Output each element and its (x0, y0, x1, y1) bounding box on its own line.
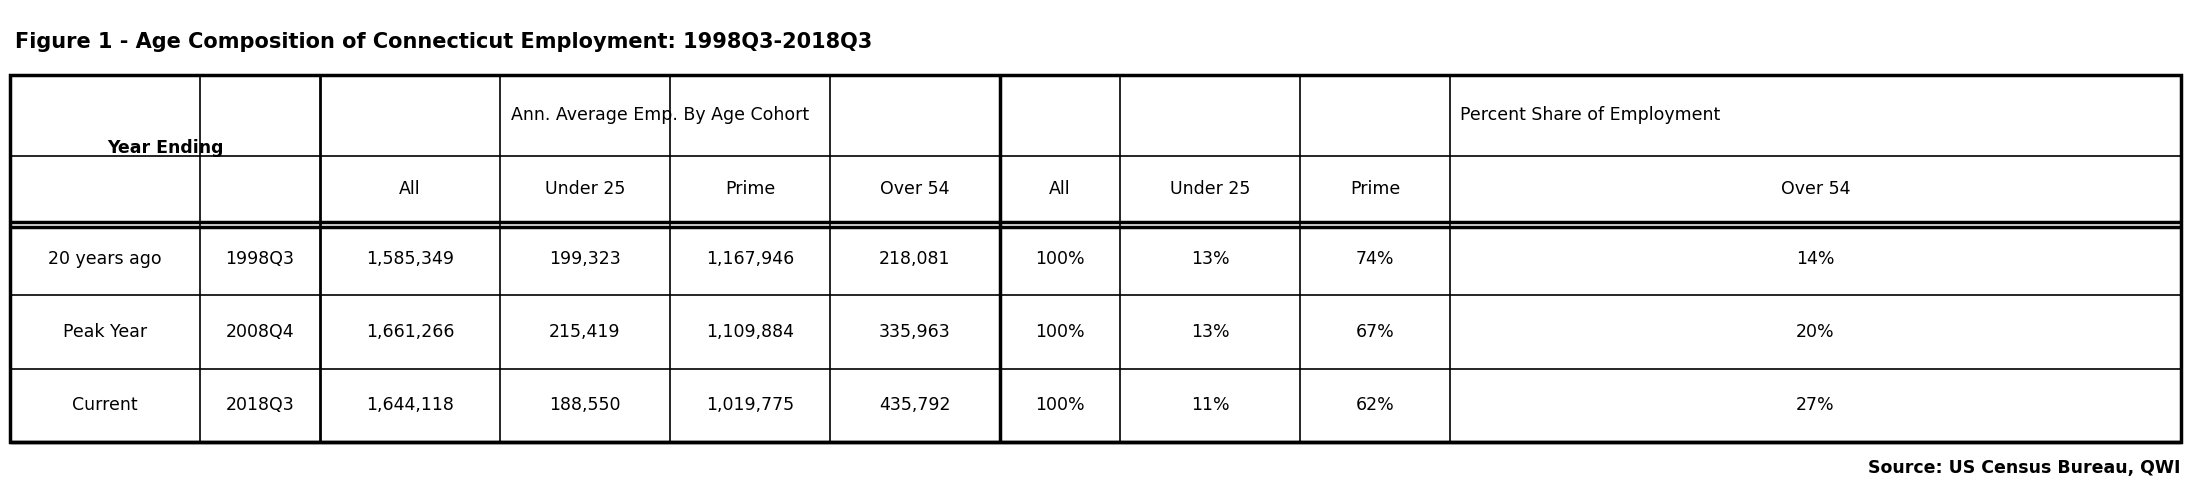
Text: 1998Q3: 1998Q3 (226, 249, 294, 267)
Text: 100%: 100% (1034, 396, 1085, 414)
Text: 1,661,266: 1,661,266 (366, 323, 454, 341)
Text: 435,792: 435,792 (879, 396, 951, 414)
Text: 218,081: 218,081 (879, 249, 951, 267)
Text: Over 54: Over 54 (881, 180, 949, 198)
Text: 199,323: 199,323 (550, 249, 620, 267)
Text: Figure 1 - Age Composition of Connecticut Employment: 1998Q3-2018Q3: Figure 1 - Age Composition of Connecticu… (15, 31, 872, 52)
Text: 1,019,775: 1,019,775 (706, 396, 793, 414)
Text: Percent Share of Employment: Percent Share of Employment (1461, 106, 1720, 124)
Text: 215,419: 215,419 (550, 323, 620, 341)
Text: Current: Current (72, 396, 138, 414)
Text: 188,550: 188,550 (550, 396, 620, 414)
Bar (11, 75, 2180, 442)
Text: Over 54: Over 54 (1781, 180, 1849, 198)
Text: Peak Year: Peak Year (64, 323, 147, 341)
Text: 20 years ago: 20 years ago (48, 249, 162, 267)
Text: 13%: 13% (1190, 249, 1229, 267)
Text: 74%: 74% (1356, 249, 1393, 267)
Text: Year Ending: Year Ending (107, 139, 223, 158)
Text: 1,644,118: 1,644,118 (366, 396, 454, 414)
Text: 13%: 13% (1190, 323, 1229, 341)
Text: 14%: 14% (1797, 249, 1834, 267)
Text: Under 25: Under 25 (1170, 180, 1251, 198)
Text: Prime: Prime (1350, 180, 1400, 198)
Text: All: All (1049, 180, 1071, 198)
Text: 20%: 20% (1797, 323, 1834, 341)
Text: 1,167,946: 1,167,946 (706, 249, 793, 267)
Text: 11%: 11% (1190, 396, 1229, 414)
Text: Prime: Prime (725, 180, 776, 198)
Text: 1,109,884: 1,109,884 (706, 323, 793, 341)
Text: 335,963: 335,963 (879, 323, 951, 341)
Text: Ann. Average Emp. By Age Cohort: Ann. Average Emp. By Age Cohort (511, 106, 808, 124)
Text: 100%: 100% (1034, 323, 1085, 341)
Text: 62%: 62% (1356, 396, 1393, 414)
Text: 100%: 100% (1034, 249, 1085, 267)
Text: All: All (399, 180, 421, 198)
Text: 1,585,349: 1,585,349 (366, 249, 454, 267)
Text: 2008Q4: 2008Q4 (226, 323, 294, 341)
Text: 2018Q3: 2018Q3 (226, 396, 294, 414)
Text: Under 25: Under 25 (546, 180, 624, 198)
Text: 67%: 67% (1356, 323, 1393, 341)
Text: 27%: 27% (1797, 396, 1834, 414)
Text: Source: US Census Bureau, QWI: Source: US Census Bureau, QWI (1869, 459, 2180, 477)
